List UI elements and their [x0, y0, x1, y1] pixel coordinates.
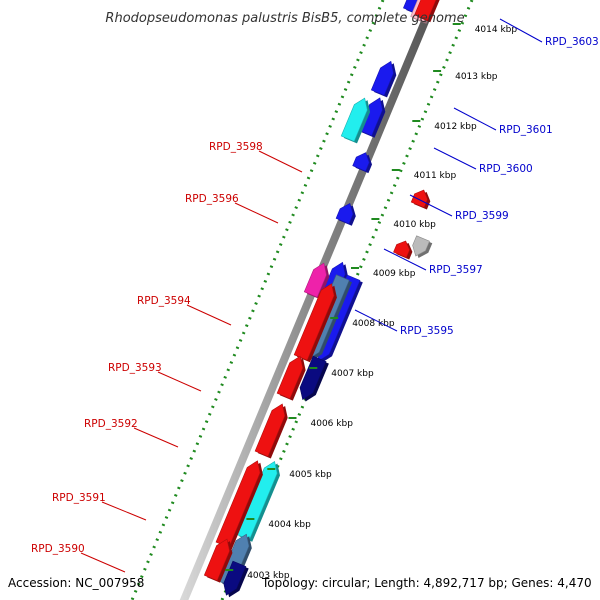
gene-rpd-3595-arrow[interactable]: [303, 262, 330, 300]
reverse-gene-label[interactable]: RPD_3599: [455, 210, 509, 222]
kbp-tick-label: 4011 kbp: [414, 171, 457, 181]
genome-backbone: [179, 0, 439, 600]
gene-rpd-3593b-arrow[interactable]: [276, 355, 306, 401]
forward-label-leader: [258, 150, 303, 173]
gene-rpd-3601-arrow[interactable]: [370, 60, 397, 98]
gene-rpd-3600-arrow[interactable]: [340, 97, 371, 144]
reverse-gene-label[interactable]: RPD_3600: [479, 163, 533, 175]
reverse-gene-label[interactable]: RPD_3603: [545, 36, 599, 48]
gene-rpd-3599-arrow[interactable]: [352, 152, 372, 174]
gene-bottom-navy-arrow[interactable]: [223, 560, 249, 598]
reverse-label-leader: [409, 194, 453, 217]
kbp-tick-label: 4008 kbp: [352, 319, 395, 329]
reverse-label-leader: [499, 18, 543, 43]
accession-text: Accession: NC_007958: [8, 576, 144, 590]
topology-summary: Topology: circular; Length: 4,892,717 bp…: [261, 576, 592, 590]
gene-rpd-3597-arrow[interactable]: [335, 203, 356, 226]
forward-gene-label[interactable]: RPD_3592: [84, 418, 138, 430]
forward-label-leader: [101, 501, 147, 521]
reverse-gene-label[interactable]: RPD_3601: [499, 124, 553, 136]
kbp-tick-label: 4003 kbp: [247, 571, 290, 581]
gene-rpd-3593-arrow[interactable]: [293, 283, 337, 363]
forward-gene-label[interactable]: RPD_3596: [185, 193, 239, 205]
gene-rpd-3592-arrow[interactable]: [254, 403, 288, 459]
forward-gene-label[interactable]: RPD_3594: [137, 295, 191, 307]
gene-gray-arrow[interactable]: [412, 235, 433, 258]
kbp-tick-label: 4012 kbp: [434, 122, 477, 132]
forward-gene-label[interactable]: RPD_3593: [108, 362, 162, 374]
kbp-ticks: 4003 kbp 4004 kbp 4005 kbp 4006 kbp 4007 kbp…: [225, 23, 518, 581]
forward-label-leader: [234, 202, 279, 224]
gene-features: [203, 0, 447, 598]
reverse-label-leader: [453, 107, 497, 131]
kbp-tick-label: 4006 kbp: [311, 419, 354, 429]
forward-label-leader: [80, 552, 126, 573]
gene-rpd-3590b-arrow[interactable]: [203, 538, 233, 583]
reverse-gene-label[interactable]: RPD_3597: [429, 264, 483, 276]
reverse-gene-label[interactable]: RPD_3595: [400, 325, 454, 337]
reverse-label-leader: [354, 309, 398, 332]
kbp-tick-label: 4013 kbp: [455, 72, 498, 82]
kbp-tick-label: 4004 kbp: [268, 520, 311, 530]
forward-label-leader: [133, 427, 179, 448]
forward-gene-label[interactable]: RPD_3598: [209, 141, 263, 153]
gene-navy-arrow[interactable]: [299, 355, 329, 402]
kbp-tick-label: 4005 kbp: [289, 470, 332, 480]
forward-gene-label[interactable]: RPD_3591: [52, 492, 106, 504]
gene-rpd-3596-arrow[interactable]: [393, 240, 413, 260]
kbp-tick-label: 4010 kbp: [393, 220, 436, 230]
gene-labels: RPD_3598 RPD_3596 RPD_3594 RPD_3593 RPD_3592…: [31, 18, 599, 573]
gene-rpd-3598-arrow[interactable]: [410, 189, 431, 210]
forward-label-leader: [157, 371, 202, 392]
kbp-tick-label: 4014 kbp: [475, 25, 518, 35]
forward-label-leader: [186, 304, 232, 326]
genome-title: Rhodopseudomonas palustris BisB5, comple…: [105, 11, 464, 26]
kbp-tick-label: 4009 kbp: [373, 269, 416, 279]
forward-gene-label[interactable]: RPD_3590: [31, 543, 85, 555]
reverse-label-leader: [433, 147, 477, 170]
gene-top-red-arrow[interactable]: [414, 0, 447, 23]
kbp-tick-label: 4007 kbp: [331, 369, 374, 379]
reverse-label-leader: [383, 248, 427, 271]
